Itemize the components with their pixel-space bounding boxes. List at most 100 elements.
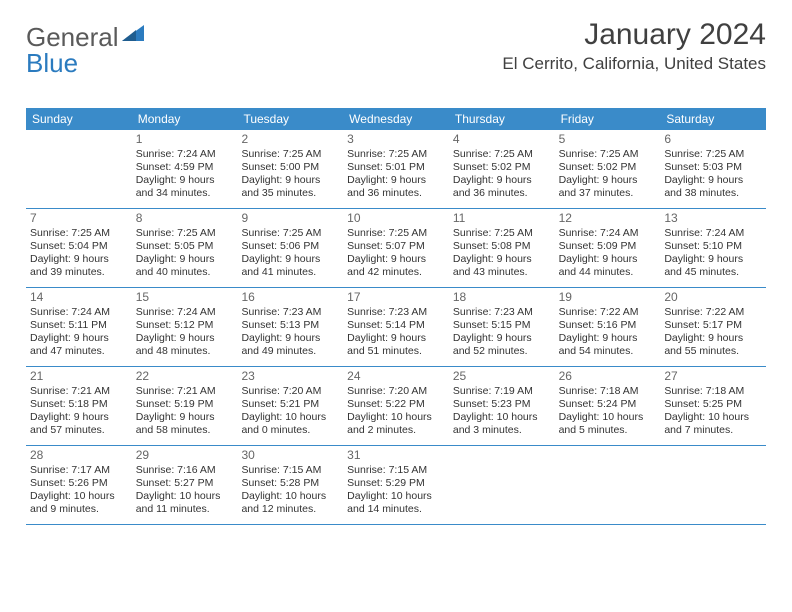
title-block: January 2024 El Cerrito, California, Uni… xyxy=(502,18,766,74)
weekday-header-row: Sunday Monday Tuesday Wednesday Thursday… xyxy=(26,108,766,130)
sunrise-text: Sunrise: 7:25 AM xyxy=(241,227,339,240)
sunset-text: Sunset: 5:24 PM xyxy=(559,398,657,411)
sunrise-text: Sunrise: 7:22 AM xyxy=(664,306,762,319)
calendar: Sunday Monday Tuesday Wednesday Thursday… xyxy=(26,108,766,525)
sunrise-text: Sunrise: 7:25 AM xyxy=(347,227,445,240)
day-number: 19 xyxy=(559,290,657,305)
day-cell: 8Sunrise: 7:25 AMSunset: 5:05 PMDaylight… xyxy=(132,209,238,287)
day-number: 28 xyxy=(30,448,128,463)
daylight-text: Daylight: 9 hours and 36 minutes. xyxy=(453,174,551,200)
sunset-text: Sunset: 5:10 PM xyxy=(664,240,762,253)
sunrise-text: Sunrise: 7:20 AM xyxy=(241,385,339,398)
sunset-text: Sunset: 5:14 PM xyxy=(347,319,445,332)
sunset-text: Sunset: 5:22 PM xyxy=(347,398,445,411)
sunrise-text: Sunrise: 7:25 AM xyxy=(453,148,551,161)
sunrise-text: Sunrise: 7:22 AM xyxy=(559,306,657,319)
day-cell: 27Sunrise: 7:18 AMSunset: 5:25 PMDayligh… xyxy=(660,367,766,445)
day-cell: 14Sunrise: 7:24 AMSunset: 5:11 PMDayligh… xyxy=(26,288,132,366)
day-cell: 31Sunrise: 7:15 AMSunset: 5:29 PMDayligh… xyxy=(343,446,449,524)
day-number: 1 xyxy=(136,132,234,147)
sunset-text: Sunset: 5:17 PM xyxy=(664,319,762,332)
sunset-text: Sunset: 5:25 PM xyxy=(664,398,762,411)
day-cell: 7Sunrise: 7:25 AMSunset: 5:04 PMDaylight… xyxy=(26,209,132,287)
weekday-saturday: Saturday xyxy=(660,108,766,130)
day-number: 12 xyxy=(559,211,657,226)
sunset-text: Sunset: 5:03 PM xyxy=(664,161,762,174)
daylight-text: Daylight: 10 hours and 7 minutes. xyxy=(664,411,762,437)
sunrise-text: Sunrise: 7:25 AM xyxy=(241,148,339,161)
sunset-text: Sunset: 5:01 PM xyxy=(347,161,445,174)
daylight-text: Daylight: 9 hours and 34 minutes. xyxy=(136,174,234,200)
day-number: 3 xyxy=(347,132,445,147)
daylight-text: Daylight: 9 hours and 35 minutes. xyxy=(241,174,339,200)
weeks-container: 1Sunrise: 7:24 AMSunset: 4:59 PMDaylight… xyxy=(26,130,766,525)
day-cell: 30Sunrise: 7:15 AMSunset: 5:28 PMDayligh… xyxy=(237,446,343,524)
daylight-text: Daylight: 9 hours and 47 minutes. xyxy=(30,332,128,358)
sunset-text: Sunset: 5:19 PM xyxy=(136,398,234,411)
sunrise-text: Sunrise: 7:15 AM xyxy=(241,464,339,477)
sunset-text: Sunset: 4:59 PM xyxy=(136,161,234,174)
daylight-text: Daylight: 9 hours and 57 minutes. xyxy=(30,411,128,437)
daylight-text: Daylight: 9 hours and 55 minutes. xyxy=(664,332,762,358)
day-number: 16 xyxy=(241,290,339,305)
daylight-text: Daylight: 9 hours and 58 minutes. xyxy=(136,411,234,437)
sunset-text: Sunset: 5:27 PM xyxy=(136,477,234,490)
day-number: 20 xyxy=(664,290,762,305)
day-number: 22 xyxy=(136,369,234,384)
sunset-text: Sunset: 5:12 PM xyxy=(136,319,234,332)
day-cell xyxy=(449,446,555,524)
day-cell: 2Sunrise: 7:25 AMSunset: 5:00 PMDaylight… xyxy=(237,130,343,208)
daylight-text: Daylight: 10 hours and 9 minutes. xyxy=(30,490,128,516)
day-cell: 13Sunrise: 7:24 AMSunset: 5:10 PMDayligh… xyxy=(660,209,766,287)
sunrise-text: Sunrise: 7:25 AM xyxy=(559,148,657,161)
day-number: 29 xyxy=(136,448,234,463)
day-cell xyxy=(660,446,766,524)
day-cell: 29Sunrise: 7:16 AMSunset: 5:27 PMDayligh… xyxy=(132,446,238,524)
daylight-text: Daylight: 9 hours and 48 minutes. xyxy=(136,332,234,358)
sunrise-text: Sunrise: 7:16 AM xyxy=(136,464,234,477)
day-number: 13 xyxy=(664,211,762,226)
day-number: 6 xyxy=(664,132,762,147)
sunset-text: Sunset: 5:21 PM xyxy=(241,398,339,411)
week-row: 28Sunrise: 7:17 AMSunset: 5:26 PMDayligh… xyxy=(26,446,766,525)
sunset-text: Sunset: 5:06 PM xyxy=(241,240,339,253)
sunset-text: Sunset: 5:23 PM xyxy=(453,398,551,411)
sunset-text: Sunset: 5:07 PM xyxy=(347,240,445,253)
month-title: January 2024 xyxy=(502,18,766,52)
day-cell: 16Sunrise: 7:23 AMSunset: 5:13 PMDayligh… xyxy=(237,288,343,366)
day-number: 10 xyxy=(347,211,445,226)
day-cell: 6Sunrise: 7:25 AMSunset: 5:03 PMDaylight… xyxy=(660,130,766,208)
week-row: 21Sunrise: 7:21 AMSunset: 5:18 PMDayligh… xyxy=(26,367,766,446)
day-number: 21 xyxy=(30,369,128,384)
daylight-text: Daylight: 10 hours and 5 minutes. xyxy=(559,411,657,437)
sunset-text: Sunset: 5:05 PM xyxy=(136,240,234,253)
sunrise-text: Sunrise: 7:19 AM xyxy=(453,385,551,398)
sunrise-text: Sunrise: 7:25 AM xyxy=(664,148,762,161)
weekday-monday: Monday xyxy=(132,108,238,130)
sunset-text: Sunset: 5:02 PM xyxy=(453,161,551,174)
sunset-text: Sunset: 5:04 PM xyxy=(30,240,128,253)
day-number: 26 xyxy=(559,369,657,384)
day-cell: 5Sunrise: 7:25 AMSunset: 5:02 PMDaylight… xyxy=(555,130,661,208)
day-cell: 18Sunrise: 7:23 AMSunset: 5:15 PMDayligh… xyxy=(449,288,555,366)
daylight-text: Daylight: 9 hours and 44 minutes. xyxy=(559,253,657,279)
sunrise-text: Sunrise: 7:18 AM xyxy=(559,385,657,398)
day-number: 9 xyxy=(241,211,339,226)
day-cell: 21Sunrise: 7:21 AMSunset: 5:18 PMDayligh… xyxy=(26,367,132,445)
sunrise-text: Sunrise: 7:20 AM xyxy=(347,385,445,398)
sunrise-text: Sunrise: 7:15 AM xyxy=(347,464,445,477)
day-number: 30 xyxy=(241,448,339,463)
sunrise-text: Sunrise: 7:23 AM xyxy=(347,306,445,319)
sunrise-text: Sunrise: 7:21 AM xyxy=(30,385,128,398)
sunset-text: Sunset: 5:08 PM xyxy=(453,240,551,253)
daylight-text: Daylight: 10 hours and 3 minutes. xyxy=(453,411,551,437)
day-number: 25 xyxy=(453,369,551,384)
sunset-text: Sunset: 5:11 PM xyxy=(30,319,128,332)
week-row: 7Sunrise: 7:25 AMSunset: 5:04 PMDaylight… xyxy=(26,209,766,288)
day-number: 5 xyxy=(559,132,657,147)
sunset-text: Sunset: 5:29 PM xyxy=(347,477,445,490)
daylight-text: Daylight: 10 hours and 2 minutes. xyxy=(347,411,445,437)
day-cell xyxy=(555,446,661,524)
sunrise-text: Sunrise: 7:25 AM xyxy=(136,227,234,240)
day-cell: 22Sunrise: 7:21 AMSunset: 5:19 PMDayligh… xyxy=(132,367,238,445)
